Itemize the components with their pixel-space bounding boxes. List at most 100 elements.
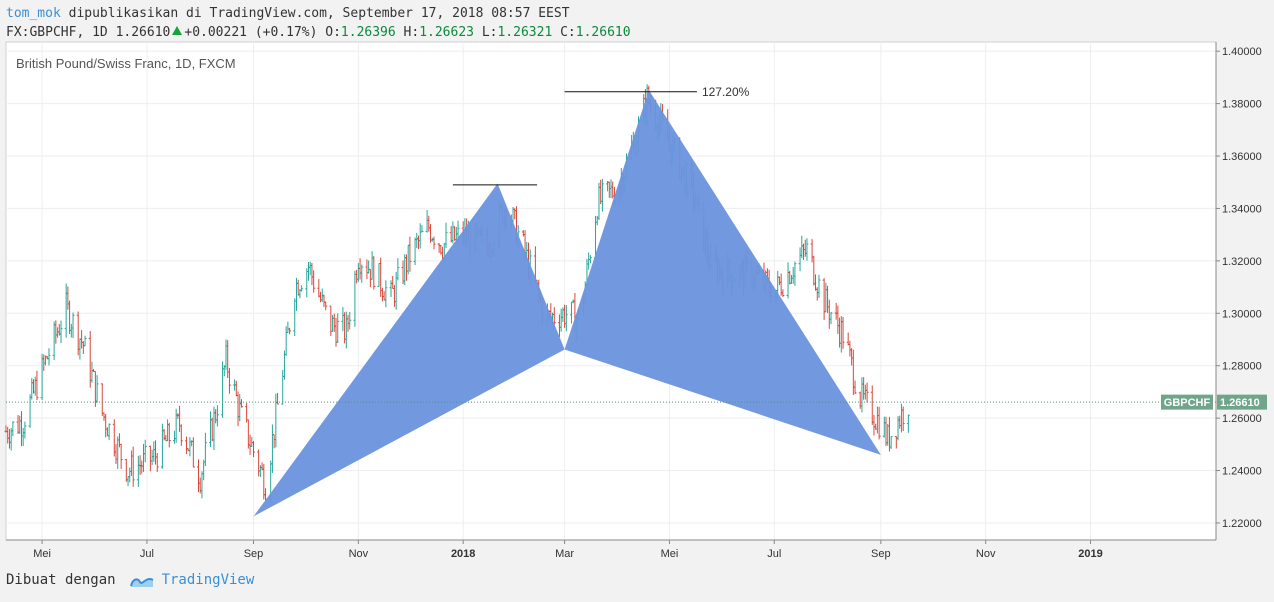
close-value: 1.26610 <box>575 25 631 40</box>
ohlc-bar <box>35 370 39 401</box>
ohlc-bar <box>372 256 376 290</box>
ohlc-bar <box>252 440 255 458</box>
x-tick-label: Jul <box>140 548 154 560</box>
ohlc-bar <box>396 258 400 281</box>
ohlc-bar <box>360 264 364 283</box>
y-axis[interactable]: 1.22000 1.24000 1.26000 1.28000 1.30000 1.320… <box>1216 46 1262 530</box>
ohlc-bar <box>203 432 207 467</box>
ohlc-bar <box>348 311 352 330</box>
y-tick-label: 1.36000 <box>1222 151 1262 163</box>
symbol-line: FX:GBPCHF, 1D 1.26610 <box>6 25 171 40</box>
ohlc-bar <box>215 405 219 427</box>
level-label: 127.20% <box>702 85 750 99</box>
x-tick-label: Nov <box>976 548 996 560</box>
ohlc-bar <box>312 270 316 293</box>
ohlc-bar <box>11 421 15 437</box>
ohlc-bar <box>119 443 123 469</box>
high-value: 1.26623 <box>419 25 474 40</box>
low-value: 1.26321 <box>497 25 553 40</box>
ohlc-bar <box>155 453 159 472</box>
ohlc-bar <box>600 178 604 212</box>
ohlc-bar <box>901 406 905 432</box>
ohlc-bar <box>288 327 292 335</box>
ohlc-bar <box>906 414 910 433</box>
ohlc-bar <box>865 382 869 403</box>
ohlc-bar <box>889 435 893 449</box>
level-lines[interactable]: 127.20% <box>452 85 750 186</box>
x-tick-label: Mei <box>33 548 51 560</box>
ohlc-bar <box>107 423 111 441</box>
ohlc-bar <box>47 348 51 366</box>
ohlc-bar <box>564 304 568 332</box>
harmonic-pattern[interactable] <box>253 89 881 517</box>
tradingview-logo-icon <box>129 578 154 587</box>
price-tag-text: 1.26610 <box>1220 397 1260 409</box>
tradingview-brand-link[interactable]: TradingView <box>161 572 255 588</box>
ohlc-bar <box>300 285 304 292</box>
ohlc-bar <box>336 313 340 343</box>
low-label: L: <box>481 25 498 40</box>
ohlc-bar <box>324 301 328 311</box>
ohlc-bar <box>179 424 183 446</box>
ohlc-bar <box>131 446 135 487</box>
x-tick-label: Sep <box>244 548 264 560</box>
published-text: dipublikasikan di TradingView.com, Septe… <box>68 6 570 21</box>
x-tick-label: 2018 <box>451 548 475 560</box>
x-tick-label: Sep <box>871 548 891 560</box>
ohlc-bar <box>841 316 845 349</box>
ohlc-bar <box>853 380 857 395</box>
made-with-text: Dibuat dengan <box>6 572 116 588</box>
open-value: 1.26396 <box>340 25 396 40</box>
y-tick-label: 1.40000 <box>1222 46 1262 58</box>
ohlc-bar <box>227 367 231 394</box>
ohlc-bar <box>829 311 833 325</box>
up-arrow-icon <box>172 26 183 35</box>
last-price-tag: GBPCHF 1.26610 <box>1161 394 1267 410</box>
ohlc-bar <box>408 236 412 272</box>
ohlc-bar <box>59 320 63 344</box>
ohlc-bar <box>817 274 821 298</box>
close-label: C: <box>560 25 576 40</box>
ohlc-bar <box>83 335 87 347</box>
change-value: +0.00221 (+0.17%) <box>184 25 318 40</box>
high-label: H: <box>403 25 420 40</box>
y-tick-label: 1.28000 <box>1222 361 1262 373</box>
footer: Dibuat dengan TradingView <box>6 572 254 588</box>
x-tick-label: 2019 <box>1078 548 1102 560</box>
y-tick-label: 1.32000 <box>1222 256 1262 268</box>
open-label: O: <box>325 25 341 40</box>
y-tick-label: 1.24000 <box>1222 466 1262 478</box>
x-axis[interactable]: Mei Jul Sep Nov 2018 Mar Mei Jul Sep Nov 2019 <box>33 540 1103 560</box>
y-tick-label: 1.34000 <box>1222 203 1262 215</box>
chart-title: British Pound/Swiss Franc, 1D, FXCM <box>16 56 236 71</box>
ohlc-bar <box>444 222 448 249</box>
ohlc-bar <box>805 238 809 261</box>
ohlc-bar <box>95 375 99 403</box>
pattern-triangle-xab <box>253 183 565 517</box>
x-tick-label: Jul <box>767 548 781 560</box>
author-link[interactable]: tom_mok <box>6 6 61 21</box>
ohlc-bar <box>588 255 592 264</box>
ohlc-bar <box>420 225 424 233</box>
ohlc-bar <box>432 236 436 250</box>
x-tick-label: Mei <box>661 548 679 560</box>
ohlc-bar <box>23 421 27 439</box>
publish-line: tom_mok dipublikasikan di TradingView.co… <box>6 4 631 23</box>
ohlc-line: FX:GBPCHF, 1D 1.26610 +0.00221 (+0.17%) O… <box>6 23 631 42</box>
y-tick-label: 1.26000 <box>1222 413 1262 425</box>
y-tick-label: 1.30000 <box>1222 308 1262 320</box>
ohlc-bar <box>71 312 75 339</box>
ohlc-bar <box>781 289 785 298</box>
ohlc-bar <box>191 437 195 468</box>
ohlc-bar <box>793 261 797 286</box>
ohlc-bar <box>384 280 388 308</box>
x-tick-label: Mar <box>555 548 574 560</box>
ohlc-bar <box>877 406 881 440</box>
y-tick-label: 1.38000 <box>1222 99 1262 111</box>
ohlc-bar <box>239 399 243 408</box>
x-tick-label: Nov <box>349 548 369 560</box>
pattern-triangle-bcd <box>564 89 881 455</box>
y-tick-label: 1.22000 <box>1222 518 1262 530</box>
symbol-tag <box>1161 394 1213 410</box>
